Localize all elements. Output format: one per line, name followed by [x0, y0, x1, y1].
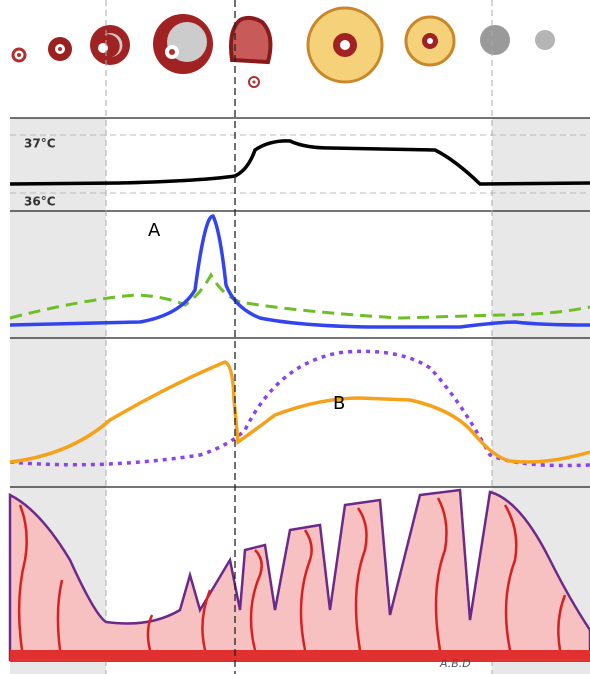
hormone-purple: [9, 349, 590, 468]
basal-layer: [10, 650, 590, 662]
endometrium: [8, 488, 590, 662]
temp-label: 36°C: [24, 195, 56, 209]
hormone-label: A: [148, 220, 161, 241]
temp-label: 37°C: [24, 137, 56, 151]
arteries: [17, 497, 567, 651]
hormone-label: B: [333, 393, 345, 414]
hormone-orange: [9, 360, 590, 464]
signature: A.B.D: [439, 657, 471, 670]
panel-borders: [10, 117, 590, 488]
temperature-curve: [9, 139, 590, 186]
ovary-row: [11, 6, 555, 88]
hormone-blue: [9, 214, 590, 329]
hormone-green: [9, 271, 590, 320]
